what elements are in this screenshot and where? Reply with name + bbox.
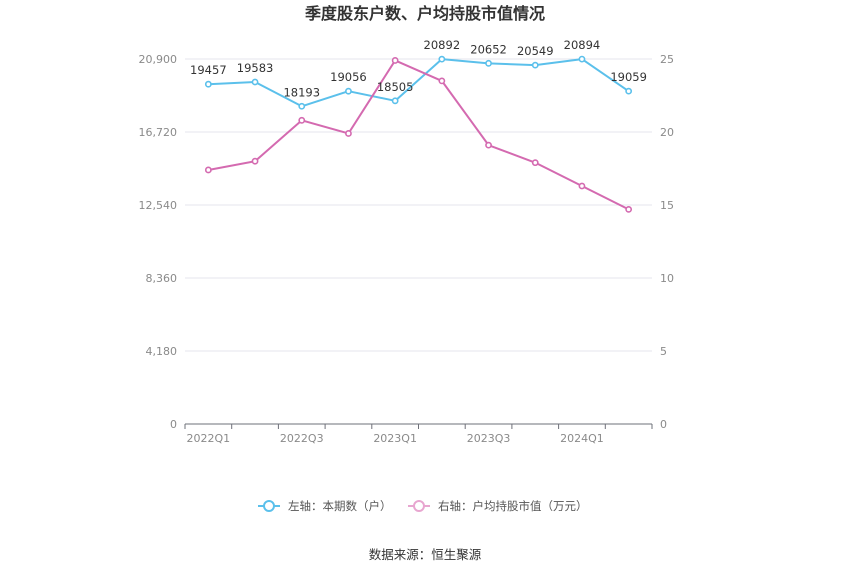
- data-point: [578, 55, 586, 63]
- y-left-tick-label: 12,540: [139, 199, 178, 212]
- y-right-tick-label: 15: [660, 199, 674, 212]
- data-label: 20652: [470, 42, 507, 56]
- data-labels: 19457 19583 18193 19056 18505 20892 20652 20549…: [190, 38, 647, 99]
- x-tick-label: 2023Q1: [373, 432, 417, 445]
- x-tick-label: 2022Q3: [280, 432, 324, 445]
- data-label: 19457: [190, 63, 227, 77]
- legend-label-avg-value: 右轴：户均持股市值（万元）: [438, 499, 588, 513]
- data-point: [345, 87, 352, 95]
- data-label: 19059: [610, 70, 647, 84]
- data-point: [204, 166, 212, 174]
- y-right-tick-label: 25: [660, 53, 674, 66]
- x-tick-label: 2024Q1: [560, 432, 604, 445]
- y-left-tick-label: 16,720: [139, 126, 178, 139]
- data-label: 19056: [330, 70, 367, 84]
- data-point: [438, 77, 446, 85]
- data-label: 20894: [564, 38, 601, 52]
- y-right-tick-label: 5: [660, 345, 667, 358]
- x-tick-label: 2023Q3: [467, 432, 511, 445]
- legend: 左轴：本期数（户） 右轴：户均持股市值（万元）: [258, 499, 588, 513]
- data-point: [345, 130, 352, 137]
- data-point: [485, 59, 492, 67]
- data-point: [251, 78, 259, 86]
- data-point: [625, 205, 633, 213]
- y-right-tick-label: 10: [660, 272, 674, 285]
- data-point: [391, 57, 399, 64]
- data-label: 18193: [283, 85, 320, 99]
- data-point: [531, 159, 539, 167]
- data-point: [204, 80, 212, 88]
- series-line-avg-value: [208, 59, 630, 211]
- y-left-tick-label: 4,180: [146, 345, 178, 358]
- data-point: [578, 182, 586, 190]
- data-point: [298, 116, 306, 124]
- series-layer: [204, 55, 633, 213]
- data-point: [438, 55, 446, 63]
- axes: 0 4,180 8,360 12,540 16,720 20,900 0 5 10 15 20 25 2…: [139, 53, 675, 445]
- legend-marker-avg-value: [413, 500, 425, 512]
- data-point: [485, 141, 492, 149]
- data-point: [391, 97, 399, 105]
- data-label: 20892: [424, 38, 461, 52]
- y-left-tick-label: 0: [170, 418, 177, 431]
- legend-marker-households: [263, 500, 275, 512]
- data-label: 18505: [377, 80, 414, 94]
- legend-item-households[interactable]: 左轴：本期数（户）: [258, 499, 392, 513]
- data-point: [251, 157, 259, 165]
- x-tick-label: 2022Q1: [187, 432, 231, 445]
- chart-title: 季度股东户数、户均持股市值情况: [304, 4, 545, 23]
- y-right-tick-label: 0: [660, 418, 667, 431]
- legend-item-avg-value[interactable]: 右轴：户均持股市值（万元）: [408, 499, 588, 513]
- data-label: 20549: [517, 44, 554, 58]
- series-line-households: [208, 58, 630, 108]
- data-point: [625, 87, 633, 95]
- data-point: [531, 61, 539, 69]
- data-source-note: 数据来源：恒生聚源: [369, 547, 482, 562]
- data-point: [298, 102, 306, 110]
- legend-label-households: 左轴：本期数（户）: [288, 499, 392, 513]
- y-right-tick-label: 20: [660, 126, 674, 139]
- y-left-tick-label: 8,360: [146, 272, 178, 285]
- grid-lines: [185, 58, 652, 352]
- y-left-tick-label: 20,900: [139, 53, 178, 66]
- data-label: 19583: [237, 61, 274, 75]
